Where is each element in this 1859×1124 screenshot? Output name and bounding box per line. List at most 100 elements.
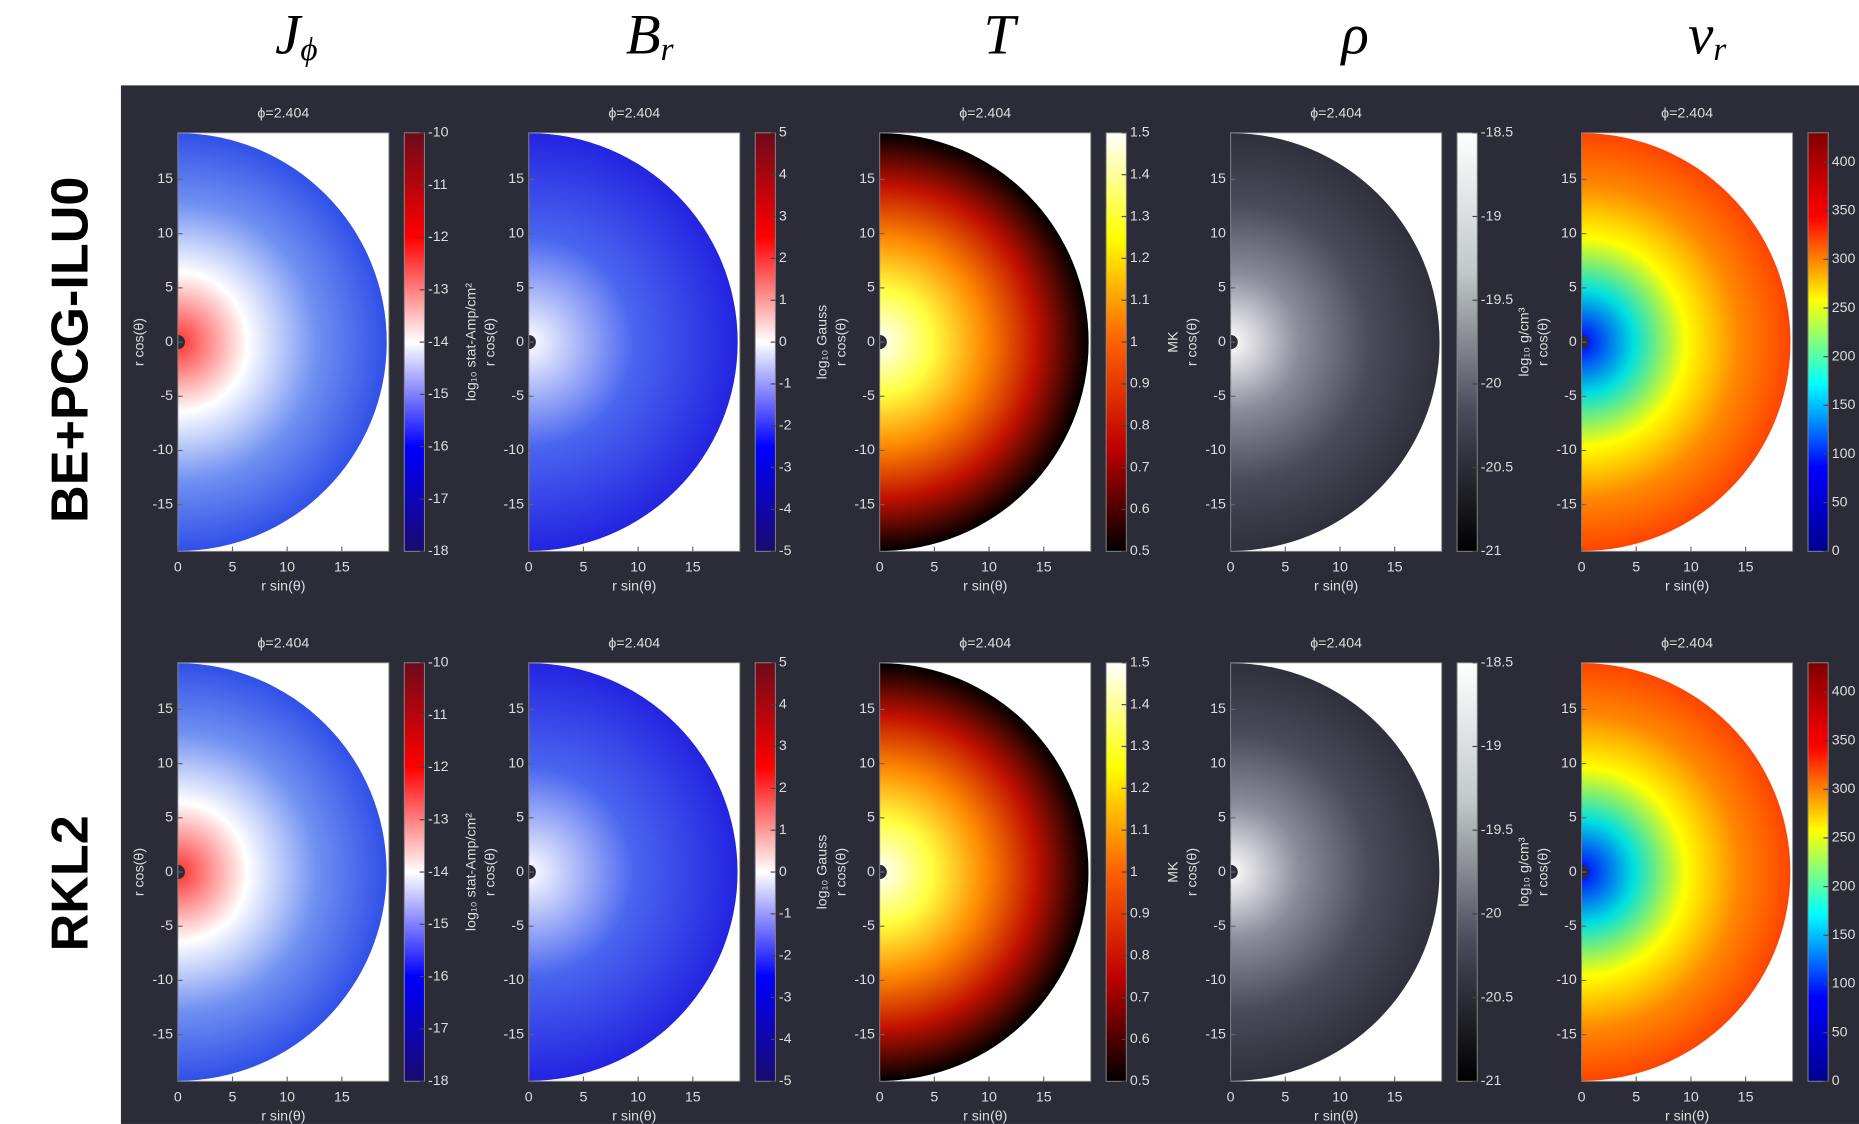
x-tick-label: 15 bbox=[1387, 1090, 1403, 1106]
x-axis-label: r sin(θ) bbox=[963, 1109, 1007, 1124]
figure: JϕBrTρvrBE+PCG-ILU0RKL2ϕ=2.404051015-15-… bbox=[0, 0, 1859, 1124]
y-tick-label: 10 bbox=[859, 755, 875, 771]
y-tick-label: 5 bbox=[867, 810, 875, 826]
colorbar-tick-label: 0 bbox=[1832, 543, 1840, 559]
colorbar-tick-label: 0.5 bbox=[1130, 1073, 1150, 1089]
y-tick-label: -5 bbox=[511, 918, 524, 934]
x-tick-label: 0 bbox=[174, 1090, 182, 1106]
y-tick-label: 10 bbox=[508, 225, 524, 241]
y-tick-label: 5 bbox=[1218, 280, 1226, 296]
colorbar-label: log₁₀ Gauss bbox=[815, 835, 831, 910]
colorbar-tick-label: 1.2 bbox=[1130, 780, 1150, 796]
x-tick-label: 5 bbox=[1281, 560, 1289, 576]
colorbar-label: log₁₀ g/cm³ bbox=[1516, 307, 1532, 376]
y-axis-label: r cos(θ) bbox=[483, 848, 499, 896]
header-symbol: J bbox=[275, 3, 303, 66]
y-tick-label: 10 bbox=[157, 225, 173, 241]
colorbar-tick-label: -2 bbox=[779, 418, 792, 434]
plot-title: ϕ=2.404 bbox=[1310, 106, 1362, 122]
row-label: RKL2 bbox=[41, 815, 99, 951]
plot-title: ϕ=2.404 bbox=[1310, 636, 1362, 652]
y-tick-label: -10 bbox=[1205, 442, 1226, 458]
y-tick-label: 15 bbox=[1561, 701, 1577, 717]
colorbar-tick-label: 200 bbox=[1832, 878, 1856, 894]
colorbar-tick-label: -13 bbox=[428, 282, 449, 298]
colorbar-tick-label: 400 bbox=[1832, 154, 1856, 170]
colorbar-tick-label: 0.6 bbox=[1130, 1031, 1150, 1047]
y-tick-label: 5 bbox=[516, 280, 524, 296]
y-axis-label: r cos(θ) bbox=[834, 848, 850, 896]
colorbar-tick-label: 0.8 bbox=[1130, 947, 1150, 963]
colorbar-tick-label: 300 bbox=[1832, 781, 1856, 797]
y-tick-label: 10 bbox=[859, 225, 875, 241]
y-axis-label: r cos(θ) bbox=[1184, 848, 1200, 896]
x-axis-label: r sin(θ) bbox=[1665, 1109, 1709, 1124]
x-tick-label: 15 bbox=[685, 1090, 701, 1106]
colorbar-tick-label: 5 bbox=[779, 655, 787, 671]
colorbar-tick-label: 4 bbox=[779, 166, 787, 182]
colorbar-tick-label: 50 bbox=[1832, 1024, 1848, 1040]
colorbar-tick-label: -1 bbox=[779, 906, 792, 922]
colorbar-tick-label: -12 bbox=[428, 759, 449, 775]
y-tick-label: 0 bbox=[1218, 334, 1226, 350]
y-tick-label: 5 bbox=[165, 280, 173, 296]
x-axis-label: r sin(θ) bbox=[1665, 579, 1709, 595]
y-tick-label: -5 bbox=[862, 918, 875, 934]
colorbar-tick-label: -18.5 bbox=[1481, 125, 1514, 141]
y-tick-label: -15 bbox=[503, 1026, 524, 1042]
colorbar-tick-label: -10 bbox=[428, 655, 449, 671]
y-tick-label: 10 bbox=[508, 755, 524, 771]
header-symbol: B bbox=[626, 3, 661, 66]
x-axis-label: r sin(θ) bbox=[963, 579, 1007, 595]
x-tick-label: 10 bbox=[1332, 1090, 1348, 1106]
y-tick-label: -5 bbox=[160, 388, 173, 404]
colorbar-tick-label: -18 bbox=[428, 543, 449, 559]
colorbar-tick-label: -3 bbox=[779, 459, 792, 475]
header-subscript: r bbox=[661, 31, 675, 68]
colorbar-tick-label: -2 bbox=[779, 947, 792, 963]
x-tick-label: 5 bbox=[579, 1090, 587, 1106]
colorbar-tick-label: -5 bbox=[779, 1073, 792, 1089]
y-tick-label: 15 bbox=[157, 171, 173, 187]
y-tick-label: 15 bbox=[157, 701, 173, 717]
y-tick-label: 5 bbox=[1569, 280, 1577, 296]
colorbar-tick-label: 0.7 bbox=[1130, 989, 1150, 1005]
colorbar-tick-label: -19 bbox=[1481, 738, 1502, 754]
colorbar-tick-label: -16 bbox=[428, 968, 449, 984]
colorbar-tick-label: 150 bbox=[1832, 397, 1856, 413]
colorbar-tick-label: 350 bbox=[1832, 732, 1856, 748]
colorbar-tick-label: 1 bbox=[1130, 334, 1138, 350]
colorbar-tick-label: -20.5 bbox=[1481, 989, 1514, 1005]
colorbar bbox=[1808, 133, 1828, 552]
y-tick-label: -15 bbox=[1556, 496, 1577, 512]
x-tick-label: 15 bbox=[1387, 560, 1403, 576]
y-tick-label: 5 bbox=[516, 810, 524, 826]
x-tick-label: 15 bbox=[1738, 1090, 1754, 1106]
colorbar-tick-label: 350 bbox=[1832, 202, 1856, 218]
header-symbol: T bbox=[984, 3, 1019, 66]
y-tick-label: -10 bbox=[1205, 972, 1226, 988]
y-tick-label: 15 bbox=[859, 701, 875, 717]
colorbar-tick-label: -15 bbox=[428, 386, 449, 402]
colorbar-label: log₁₀ stat-Amp/cm² bbox=[464, 283, 480, 401]
y-axis-label: r cos(θ) bbox=[1535, 318, 1551, 366]
x-tick-label: 0 bbox=[174, 560, 182, 576]
y-tick-label: -10 bbox=[153, 972, 174, 988]
y-axis-label: r cos(θ) bbox=[834, 318, 850, 366]
colorbar-tick-label: -19 bbox=[1481, 208, 1502, 224]
x-tick-label: 15 bbox=[685, 560, 701, 576]
column-header: vr bbox=[1688, 3, 1727, 67]
y-tick-label: -15 bbox=[1205, 1026, 1226, 1042]
x-tick-label: 10 bbox=[279, 1090, 295, 1106]
colorbar-tick-label: -21 bbox=[1481, 543, 1502, 559]
x-tick-label: 0 bbox=[876, 1090, 884, 1106]
x-tick-label: 0 bbox=[525, 560, 533, 576]
colorbar-tick-label: 1.1 bbox=[1130, 292, 1150, 308]
colorbar-tick-label: 250 bbox=[1832, 830, 1856, 846]
colorbar-tick-label: -4 bbox=[779, 1031, 792, 1047]
column-header: T bbox=[984, 3, 1019, 66]
x-tick-label: 10 bbox=[981, 1090, 997, 1106]
y-tick-label: 10 bbox=[1561, 755, 1577, 771]
x-tick-label: 10 bbox=[1332, 560, 1348, 576]
y-tick-label: -15 bbox=[503, 496, 524, 512]
